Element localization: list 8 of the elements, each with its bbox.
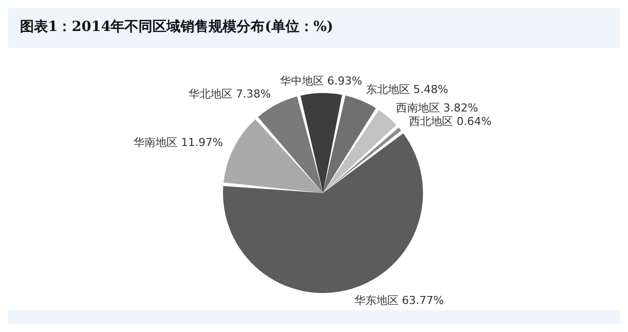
- slice-label: 华北地区 7.38%: [188, 87, 271, 100]
- slice-label: 华南地区 11.97%: [134, 136, 223, 150]
- chart-title: 图表1：2014年不同区域销售规模分布(单位：%): [19, 18, 334, 37]
- slice-label: 华东地区 63.77%: [354, 294, 444, 308]
- slice-label: 西北地区 0.64%: [409, 114, 492, 128]
- slice-label: 华中地区 6.93%: [280, 74, 362, 88]
- slice-label: 西南地区 3.82%: [396, 101, 478, 114]
- slice-label: 东北地区 5.48%: [366, 82, 448, 96]
